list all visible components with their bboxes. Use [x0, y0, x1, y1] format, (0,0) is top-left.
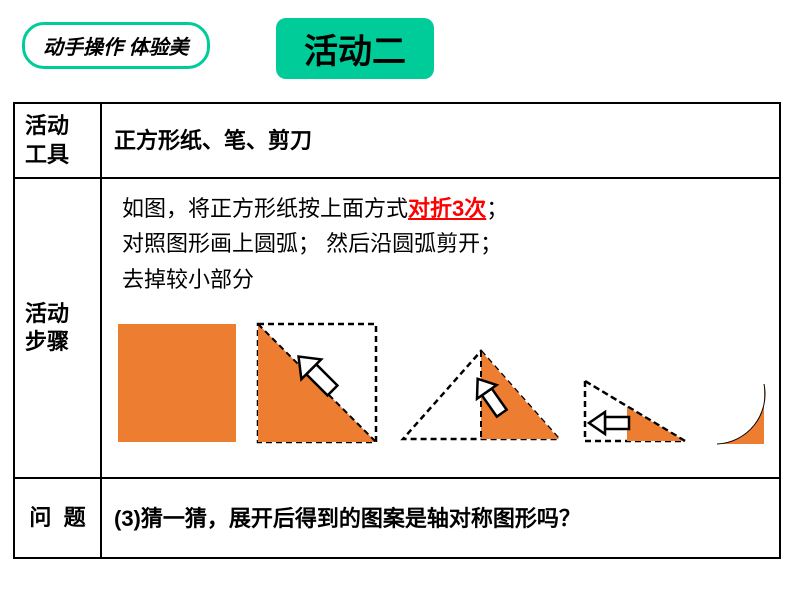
fold-shape-3	[399, 347, 563, 447]
activity-title-text: 活动二	[304, 33, 406, 71]
row-content-question: (3)猜一猜，展开后得到的图案是轴对称图形吗？	[101, 478, 780, 558]
row-content-steps: 如图，将正方形纸按上面方式对折3次； 对照图形画上圆弧； 然后沿圆弧剪开； 去掉…	[101, 178, 780, 478]
row-content-tools: 正方形纸、笔、剪刀	[101, 103, 780, 178]
steps-line1-prefix: 如图，将正方形纸按上面方式	[122, 196, 408, 221]
fold-shape-2	[256, 322, 381, 447]
tools-text: 正方形纸、笔、剪刀	[114, 128, 312, 153]
table-row: 活动工具 正方形纸、笔、剪刀	[14, 103, 780, 178]
fold-shape-4	[581, 377, 691, 447]
question-text: (3)猜一猜，展开后得到的图案是轴对称图形吗？	[114, 506, 581, 531]
activity-table: 活动工具 正方形纸、笔、剪刀 活动步骤 如图，将正方形纸按上面方式对折3次； 对…	[13, 102, 781, 559]
fold-shape-1	[118, 322, 238, 447]
steps-line1-suffix: ；	[486, 196, 508, 221]
steps-line3: 去掉较小部分	[122, 267, 254, 292]
table-row: 问 题 (3)猜一猜，展开后得到的图案是轴对称图形吗？	[14, 478, 780, 558]
header-badge: 动手操作 体验美	[22, 22, 210, 69]
activity-title: 活动二	[276, 18, 434, 79]
header-badge-text: 动手操作 体验美	[43, 37, 189, 59]
row-label-question: 问 题	[14, 478, 101, 558]
fold-shape-5	[709, 382, 767, 447]
steps-line2: 对照图形画上圆弧； 然后沿圆弧剪开；	[122, 231, 502, 256]
row-label-steps: 活动步骤	[14, 178, 101, 478]
fold-shapes-row	[114, 317, 767, 447]
steps-highlight: 对折3次	[408, 196, 486, 221]
table-row: 活动步骤 如图，将正方形纸按上面方式对折3次； 对照图形画上圆弧； 然后沿圆弧剪…	[14, 178, 780, 478]
steps-text-block: 如图，将正方形纸按上面方式对折3次； 对照图形画上圆弧； 然后沿圆弧剪开； 去掉…	[114, 191, 767, 297]
row-label-tools: 活动工具	[14, 103, 101, 178]
